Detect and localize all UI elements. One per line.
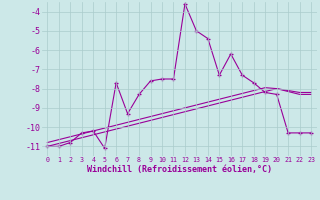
X-axis label: Windchill (Refroidissement éolien,°C): Windchill (Refroidissement éolien,°C): [87, 165, 272, 174]
